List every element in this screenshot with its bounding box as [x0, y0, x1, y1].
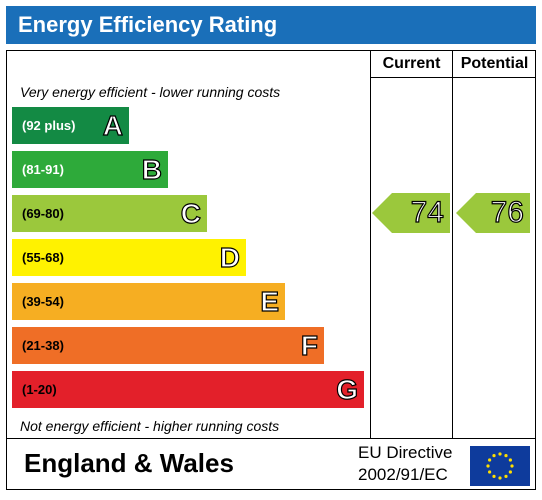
band-range: (39-54)	[22, 294, 64, 309]
band-g: (1-20) G	[12, 371, 364, 408]
current-rating-arrow	[372, 193, 450, 233]
band-c: (69-80) C	[12, 195, 207, 232]
caption-bottom: Not energy efficient - higher running co…	[20, 418, 280, 434]
band-letter: F	[300, 329, 318, 361]
page-title: Energy Efficiency Rating	[6, 6, 536, 44]
header-divider	[370, 77, 536, 78]
column-header-potential: Potential	[460, 55, 529, 72]
band-range: (69-80)	[22, 206, 64, 221]
column-header-current: Current	[382, 55, 441, 72]
band-range: (1-20)	[22, 382, 57, 397]
band-letter: E	[260, 285, 280, 317]
band-range: (55-68)	[22, 250, 64, 265]
footer-divider	[6, 438, 536, 439]
potential-rating-value: 76	[490, 195, 525, 229]
current-rating-label-wrap: 74	[372, 193, 450, 233]
footer-country: England & Wales	[24, 448, 234, 478]
divider-current	[370, 50, 371, 438]
potential-rating-label-wrap: 76	[456, 193, 530, 233]
band-letter: B	[141, 153, 162, 185]
band-range: (81-91)	[22, 162, 64, 177]
band-range: (92 plus)	[22, 118, 76, 133]
band-range: (21-38)	[22, 338, 64, 353]
band-letter: C	[180, 197, 201, 229]
directive-line-2: 2002/91/EC	[358, 465, 448, 484]
title-text: Energy Efficiency Rating	[18, 12, 278, 37]
current-rating-value: 74	[410, 195, 445, 229]
potential-rating-arrow	[456, 193, 530, 233]
rating-frame	[6, 50, 536, 490]
band-letter: G	[336, 373, 359, 405]
divider-potential	[452, 50, 453, 438]
band-d: (55-68) D	[12, 239, 246, 276]
caption-top: Very energy efficient - lower running co…	[20, 84, 281, 100]
band-letter: D	[219, 241, 240, 273]
eu-flag-icon	[470, 446, 530, 486]
band-b: (81-91) B	[12, 151, 168, 188]
footer-directive: EU Directive 2002/91/EC	[358, 442, 452, 486]
band-e: (39-54) E	[12, 283, 285, 320]
band-a: (92 plus) A	[12, 107, 129, 144]
band-f: (21-38) F	[12, 327, 324, 364]
band-letter: A	[102, 109, 123, 141]
directive-line-1: EU Directive	[358, 443, 453, 462]
